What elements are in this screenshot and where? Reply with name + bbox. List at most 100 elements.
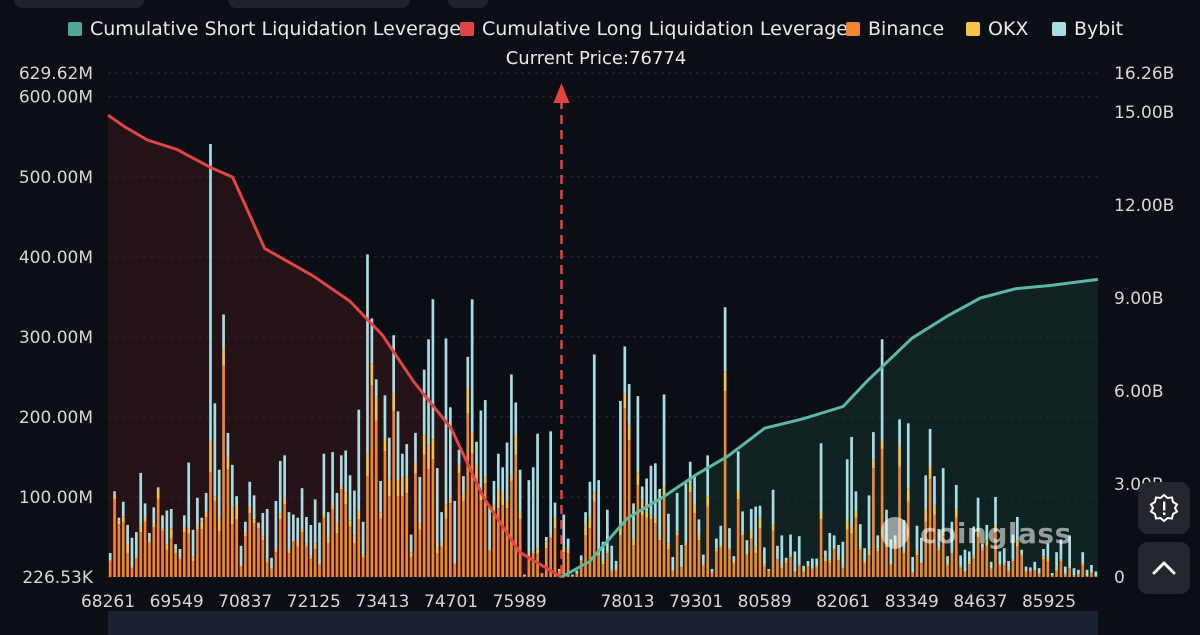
okx-bar bbox=[898, 446, 901, 467]
okx-bar bbox=[915, 550, 919, 556]
binance-bar bbox=[292, 541, 295, 577]
binance-bar bbox=[339, 489, 343, 577]
binance-bar bbox=[453, 564, 457, 577]
y-right-tick-label: 0 bbox=[1114, 568, 1125, 588]
binance-bar bbox=[845, 529, 849, 577]
bybit-bar bbox=[1002, 548, 1006, 564]
bybit-bar bbox=[981, 543, 984, 549]
okx-bar bbox=[723, 371, 727, 392]
binance-bar bbox=[732, 563, 736, 577]
bybit-bar bbox=[558, 569, 561, 571]
binance-bar bbox=[514, 454, 518, 577]
okx-bar bbox=[906, 488, 910, 502]
okx-bar bbox=[435, 547, 439, 553]
binance-bar bbox=[305, 546, 308, 577]
okx-bar bbox=[688, 483, 692, 493]
okx-bar bbox=[274, 548, 278, 553]
okx-bar bbox=[1055, 569, 1058, 571]
binance-bar bbox=[265, 562, 269, 577]
bybit-bar bbox=[950, 521, 954, 551]
bybit-bar bbox=[431, 299, 435, 440]
okx-bar bbox=[296, 540, 300, 547]
bybit-bar bbox=[239, 545, 243, 565]
binance-bar bbox=[736, 499, 740, 577]
bybit-bar bbox=[204, 492, 208, 513]
binance-bar bbox=[1081, 564, 1085, 577]
bybit-bar bbox=[562, 514, 566, 546]
binance-bar bbox=[850, 533, 853, 577]
okx-bar bbox=[414, 462, 417, 474]
legend-item-binance[interactable]: Binance bbox=[846, 18, 944, 40]
binance-bar bbox=[1007, 571, 1010, 577]
bybit-bar bbox=[802, 565, 805, 571]
bybit-bar bbox=[488, 505, 491, 549]
legend-item-bybit[interactable]: Bybit bbox=[1052, 18, 1123, 40]
alert-button[interactable] bbox=[1138, 482, 1190, 534]
cumulative-areas bbox=[108, 115, 1098, 577]
okx-bar bbox=[466, 388, 470, 414]
bybit-bar bbox=[928, 428, 932, 467]
bybit-bar bbox=[1094, 571, 1098, 577]
okx-bar bbox=[1033, 569, 1037, 571]
bybit-bar bbox=[1068, 535, 1071, 567]
bybit-bar bbox=[518, 469, 522, 512]
binance-bar bbox=[649, 519, 653, 577]
binance-bar bbox=[1015, 546, 1019, 577]
okx-bar bbox=[858, 546, 862, 550]
okx-bar bbox=[872, 459, 875, 469]
binance-bar bbox=[902, 552, 906, 577]
binance-bar bbox=[540, 573, 544, 577]
binance-bar bbox=[819, 519, 823, 577]
short-leverage-line bbox=[560, 277, 1099, 579]
binance-bar bbox=[658, 540, 662, 577]
binance-bar bbox=[793, 572, 797, 577]
binance-bar bbox=[553, 528, 557, 577]
okx-bar bbox=[1068, 566, 1071, 569]
okx-bar bbox=[967, 560, 971, 565]
okx-bar bbox=[178, 557, 182, 560]
okx-bar bbox=[588, 516, 592, 529]
coinglass-watermark: coinglass bbox=[878, 514, 1072, 552]
bybit-bar bbox=[998, 551, 1002, 565]
binance-bar bbox=[187, 533, 191, 577]
okx-bar bbox=[920, 562, 923, 564]
okx-bar bbox=[1002, 563, 1006, 565]
scroll-top-button[interactable] bbox=[1138, 542, 1190, 594]
x-tick-label: 78013 bbox=[600, 592, 654, 612]
binance-bar bbox=[300, 532, 304, 577]
bybit-bar bbox=[1007, 560, 1010, 570]
x-tick-label: 82061 bbox=[816, 592, 870, 612]
binance-bar bbox=[832, 549, 836, 577]
bybit-bar bbox=[296, 517, 300, 541]
okx-bar bbox=[632, 538, 635, 545]
bybit-bar bbox=[715, 538, 718, 549]
okx-bar bbox=[815, 565, 819, 568]
okx-bar bbox=[732, 560, 736, 564]
chevron-up-icon bbox=[1152, 561, 1176, 575]
binance-bar bbox=[536, 553, 539, 577]
bybit-bar bbox=[680, 544, 683, 567]
binance-bar bbox=[505, 508, 509, 577]
legend-item-short-leverage[interactable]: Cumulative Short Liquidation Leverage bbox=[68, 18, 461, 40]
bybit-bar bbox=[688, 461, 692, 484]
bybit-bar bbox=[880, 339, 884, 441]
bybit-bar bbox=[841, 541, 845, 567]
bybit-bar bbox=[989, 561, 993, 569]
range-slider[interactable] bbox=[108, 611, 1098, 635]
binance-bar bbox=[252, 523, 256, 577]
binance-bar bbox=[767, 571, 771, 577]
binance-bar bbox=[693, 512, 696, 577]
binance-bar bbox=[457, 472, 461, 577]
legend-item-long-leverage[interactable]: Cumulative Long Liquidation Leverage bbox=[460, 18, 848, 40]
binance-bar bbox=[531, 553, 535, 577]
okx-bar bbox=[357, 510, 361, 520]
binance-bar bbox=[562, 552, 566, 577]
y-left-tick-label: 600.00M bbox=[19, 88, 93, 108]
okx-bar bbox=[309, 555, 313, 559]
y-left-tick-label: 400.00M bbox=[19, 248, 93, 268]
okx-bar bbox=[518, 511, 522, 520]
binance-bar bbox=[675, 535, 679, 577]
legend-item-okx[interactable]: OKX bbox=[966, 18, 1028, 40]
okx-bar bbox=[379, 512, 382, 519]
